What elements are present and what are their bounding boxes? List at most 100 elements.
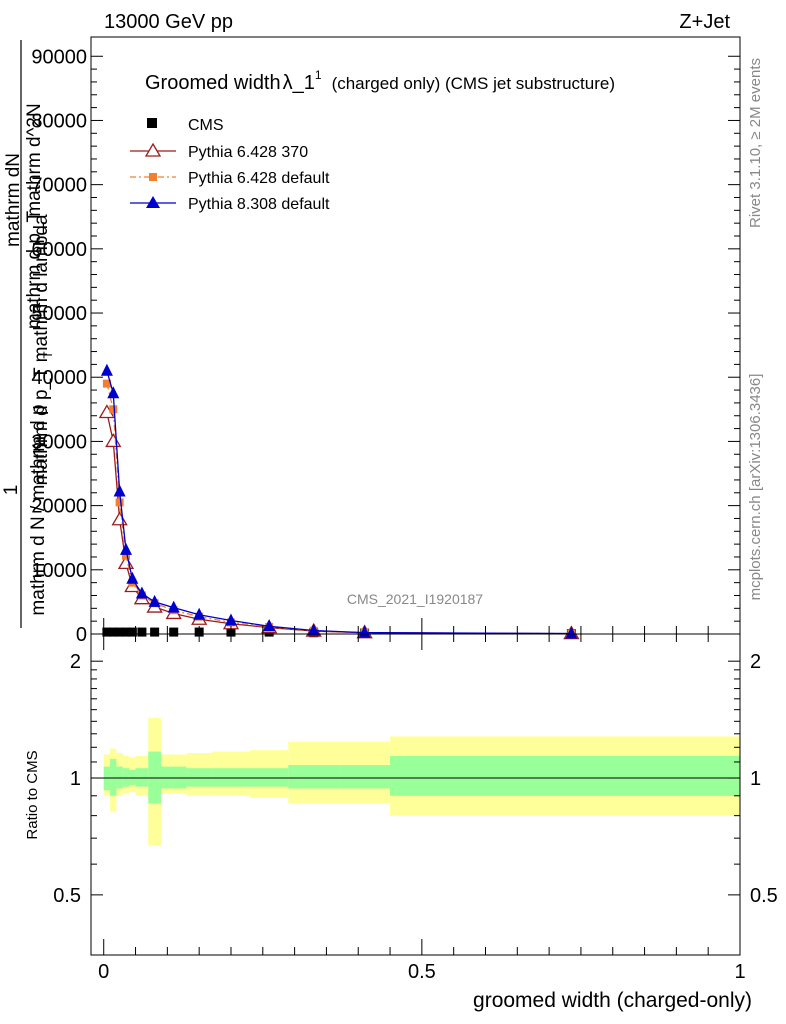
pythia6-370-point — [105, 433, 122, 448]
stat-uncertainty-band — [135, 768, 149, 787]
y-tick-label: 60000 — [31, 239, 87, 261]
ratio-frame — [90, 633, 741, 956]
stat-uncertainty-band — [148, 751, 161, 804]
pythia8-default-point — [113, 484, 126, 497]
ylabel-cont-den: mathrm d p_T mathrm d lambda — [31, 214, 52, 485]
cms-point — [121, 627, 131, 637]
ratio-y-axis-label: Ratio to CMS — [24, 750, 41, 839]
cms-point — [102, 627, 112, 637]
y-tick-label: 0 — [76, 624, 87, 646]
title-main: Groomed width — [145, 72, 281, 94]
pythia6-default-point — [102, 379, 111, 388]
stat-uncertainty-band — [122, 768, 130, 787]
x-axis-label: groomed width (charged-only) — [473, 989, 752, 1012]
main-series-group — [98, 363, 580, 640]
y-tick-label: 20000 — [31, 496, 87, 518]
stat-uncertainty-band — [288, 765, 340, 789]
legend-item-cms: CMS — [147, 117, 224, 134]
legend-marker-cms — [147, 118, 157, 128]
y-tick-label: 40000 — [31, 367, 87, 389]
pythia8-default-point — [148, 594, 161, 607]
x-tick-label: 1 — [734, 961, 745, 983]
pythia6-default-point — [109, 405, 118, 414]
stat-uncertainty-band — [250, 768, 289, 787]
plot-title: Groomed width λ_11 (charged only) (CMS jet… — [145, 68, 615, 94]
y-tick-label: 70000 — [31, 175, 87, 197]
cms-point — [150, 627, 160, 637]
stat-uncertainty-band — [186, 768, 212, 787]
pythia8-default-point — [263, 619, 276, 632]
ratio-y-tick-label-right: 0.5 — [750, 885, 778, 907]
ratio-y-tick-label-right: 1 — [750, 768, 761, 790]
legend-marker-pythia8-default — [146, 196, 160, 208]
ratio-y-tick-label: 0.5 — [53, 885, 81, 907]
energy-label: 13000 GeV pp — [104, 11, 233, 33]
cms-point — [127, 627, 137, 637]
ylabel-frac-den-bottom: mathrm d p_T — [24, 210, 45, 329]
pythia8-default-point — [100, 363, 113, 376]
title-symbol: λ_1 — [283, 72, 315, 94]
stat-uncertainty-band — [339, 765, 391, 789]
legend: CMS Pythia 6.428 370 Pythia 6.428 defaul… — [130, 117, 330, 213]
cms-point — [137, 627, 147, 637]
title-superscript: 1 — [315, 68, 322, 82]
legend-label-cms: CMS — [188, 117, 224, 134]
ratio-bands-group — [103, 717, 740, 846]
pythia8-default-point — [224, 613, 237, 626]
pythia8-default-point — [119, 542, 132, 555]
title-note: (charged only) (CMS jet substructure) — [332, 74, 615, 93]
main-y-axis: 0 10000 20000 30000 40000 50000 60000 70000 8000… — [31, 46, 740, 646]
y-tick-label: 50000 — [31, 303, 87, 325]
rivet-version-label: Rivet 3.1.10, ≥ 2M events — [747, 58, 764, 228]
pythia8-default-point — [193, 607, 206, 620]
process-label: Z+Jet — [679, 11, 730, 33]
legend-marker-pythia6-370 — [144, 142, 162, 157]
stat-uncertainty-band — [129, 769, 136, 785]
legend-label-pythia8-default: Pythia 8.308 default — [188, 196, 330, 213]
y-tick-label: 90000 — [31, 46, 87, 68]
series-line-3 — [106, 370, 572, 635]
x-axis: 0 0.5 1 — [98, 618, 746, 983]
stat-uncertainty-band — [110, 758, 117, 796]
x-tick-label: 0.5 — [408, 961, 436, 983]
ylabel-frac-num: 1 — [1, 485, 22, 496]
mcplots-label: mcplots.cern.ch [arXiv:1306.3436] — [747, 374, 764, 601]
pythia8-default-point — [167, 600, 180, 613]
cms-point — [169, 627, 179, 637]
analysis-watermark: CMS_2021_I1920187 — [347, 591, 483, 607]
ratio-y-tick-label-right: 2 — [750, 651, 761, 673]
cms-point — [115, 627, 125, 637]
ylabel-cont-num: mathrm d^2N — [24, 103, 45, 216]
y-tick-label: 10000 — [31, 560, 87, 582]
legend-label-pythia6-370: Pythia 6.428 370 — [188, 144, 308, 161]
x-tick-label: 0 — [98, 961, 109, 983]
pythia8-default-point — [358, 625, 371, 638]
y-tick-label: 30000 — [31, 431, 87, 453]
series-line-1 — [106, 412, 572, 635]
ratio-y-tick-label: 1 — [70, 768, 81, 790]
series-line-2 — [106, 383, 572, 635]
stat-uncertainty-band — [390, 755, 740, 796]
legend-item-pythia6-370: Pythia 6.428 370 — [130, 142, 308, 161]
pythia6-default-point — [115, 498, 124, 507]
ylabel-line-a: mathrm d N / mathrm d p — [28, 404, 49, 615]
ratio-y-tick-label: 2 — [70, 651, 81, 673]
pythia6-370-point — [111, 511, 128, 526]
pythia8-default-point — [307, 623, 320, 636]
legend-item-pythia8-default: Pythia 8.308 default — [130, 196, 330, 213]
ratio-y-axis: 0.5 0.5 1 1 2 2 — [53, 651, 778, 907]
pythia8-default-point — [107, 386, 120, 399]
stat-uncertainty-band — [211, 768, 251, 787]
legend-label-pythia6-default: Pythia 6.428 default — [188, 170, 330, 187]
pythia6-default-point — [121, 551, 130, 560]
pythia8-default-point — [126, 571, 139, 584]
legend-item-pythia6-default: Pythia 6.428 default — [130, 170, 330, 187]
pythia8-default-point — [135, 586, 148, 599]
ylabel-frac-den-top: mathrm dN — [3, 153, 24, 247]
main-y-axis-label: 1 mathrm dN mathrm d p_T mathrm d^2N mat… — [1, 40, 55, 628]
pythia8-default-point — [565, 626, 578, 639]
y-tick-label: 80000 — [31, 110, 87, 132]
ylabel-line-b: T — [41, 351, 55, 359]
legend-marker-pythia6-default — [149, 173, 157, 181]
